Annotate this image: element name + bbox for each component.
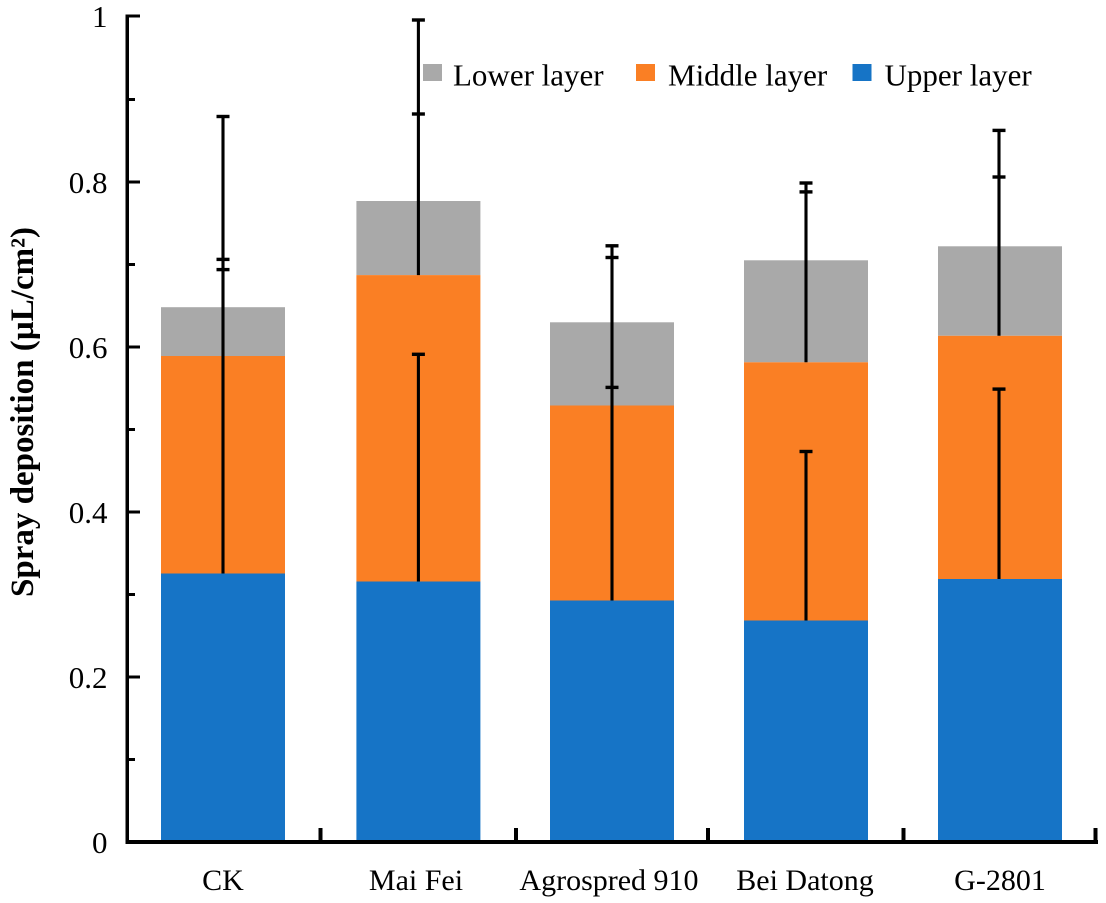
svg-text:0.4: 0.4 bbox=[69, 495, 108, 530]
svg-text:1: 1 bbox=[92, 0, 108, 34]
svg-text:Lower layer: Lower layer bbox=[453, 58, 604, 93]
svg-text:CK: CK bbox=[202, 864, 244, 897]
svg-text:0.6: 0.6 bbox=[69, 330, 108, 365]
svg-text:Mai Fei: Mai Fei bbox=[369, 864, 463, 897]
svg-text:Bei Datong: Bei Datong bbox=[736, 864, 873, 897]
svg-text:Upper layer: Upper layer bbox=[885, 58, 1033, 93]
svg-text:Spray deposition (µL/cm²): Spray deposition (µL/cm²) bbox=[5, 227, 41, 597]
svg-text:0.2: 0.2 bbox=[69, 660, 108, 695]
svg-text:Agrospred 910: Agrospred 910 bbox=[519, 864, 698, 897]
svg-text:Middle layer: Middle layer bbox=[668, 58, 828, 93]
svg-text:0: 0 bbox=[92, 825, 108, 860]
svg-text:G-2801: G-2801 bbox=[954, 864, 1046, 897]
svg-text:0.8: 0.8 bbox=[69, 165, 108, 200]
